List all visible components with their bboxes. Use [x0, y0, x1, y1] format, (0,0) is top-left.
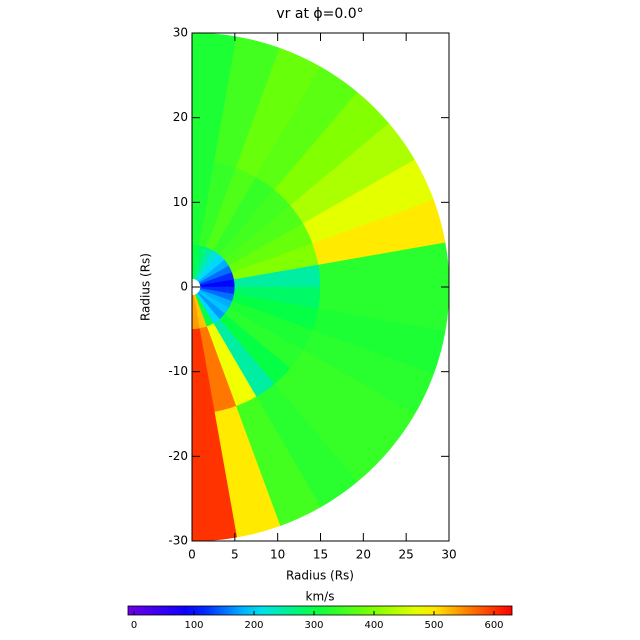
colorbar-tick-label: 500	[424, 620, 443, 631]
x-tick-label: 20	[356, 548, 371, 562]
heatmap	[191, 32, 450, 542]
x-tick-label: 15	[313, 548, 328, 562]
colorbar-label: km/s	[306, 590, 335, 604]
y-tick-label: 0	[180, 280, 188, 294]
y-tick-label: 10	[173, 195, 188, 209]
x-tick-label: 0	[188, 548, 196, 562]
y-tick-label: -10	[168, 364, 188, 378]
colorbar-tick-label: 600	[484, 620, 503, 631]
colorbar-tick-label: 400	[364, 620, 383, 631]
colorbar	[127, 605, 513, 616]
y-tick-label: -20	[168, 449, 188, 463]
y-tick-label: 30	[173, 26, 188, 40]
x-tick-label: 25	[399, 548, 414, 562]
x-tick-label: 10	[270, 548, 285, 562]
y-tick-label: 20	[173, 110, 188, 124]
x-tick-label: 5	[231, 548, 239, 562]
colorbar-tick-label: 0	[131, 620, 137, 631]
y-axis-label: Radius (Rs)	[139, 253, 153, 321]
y-tick-label: -30	[168, 534, 188, 548]
x-tick-label: 30	[441, 548, 456, 562]
x-axis-label: Radius (Rs)	[286, 569, 354, 583]
colorbar-tick-label: 100	[184, 620, 203, 631]
colorbar-tick-label: 200	[244, 620, 263, 631]
colorbar-tick-label: 300	[304, 620, 323, 631]
chart-title: vr at ϕ=0.0°	[276, 6, 363, 22]
